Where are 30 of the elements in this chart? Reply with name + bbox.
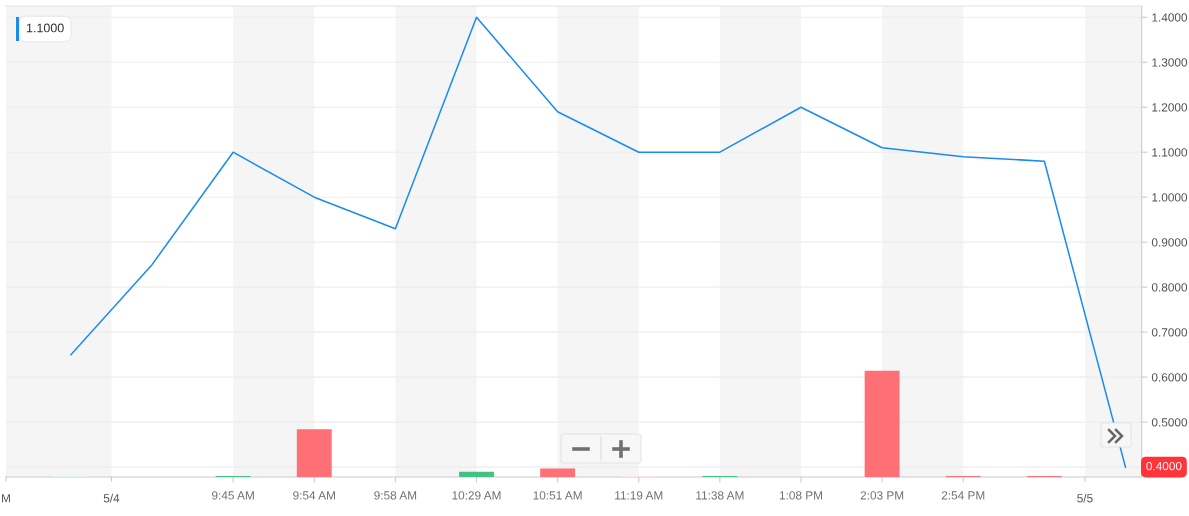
x-tick-label: 2:54 PM <box>941 491 985 500</box>
x-tick-label: 9:45 AM <box>212 491 254 500</box>
y-tick-label: 0.9000 <box>1151 238 1188 247</box>
text: 0.4000 <box>1146 461 1182 471</box>
text: 5/4 <box>103 493 120 503</box>
text: 5/5 <box>1077 493 1093 503</box>
y-tick-label: 0.7000 <box>1151 328 1188 337</box>
bar <box>864 370 900 477</box>
line-series <box>70 16 1127 468</box>
annotation: 1.1000 <box>26 23 64 33</box>
y-tick-label: 1.2000 <box>1152 103 1188 112</box>
x-tick-label: 10:51 AM <box>533 491 582 500</box>
x-tick-label: 9:54 AM <box>293 491 335 500</box>
y-tick-label: 1.0000 <box>1152 193 1188 202</box>
bar <box>296 429 332 477</box>
y-tick-label: 1.1000 <box>1152 148 1188 157</box>
y-tick-label: 0.5000 <box>1151 418 1188 427</box>
x-tick-label: 9:58 AM <box>374 491 417 500</box>
x-tick-label: 11:38 AM <box>696 491 744 500</box>
bar <box>459 471 494 477</box>
x-tick-label: 2:03 PM <box>860 491 904 500</box>
y-tick-label: 1.4000 <box>1152 13 1188 22</box>
x-tick-label: 11:19 AM <box>615 491 663 500</box>
y-tick-label: 1.3000 <box>1152 58 1188 67</box>
bar <box>540 468 576 477</box>
y-tick-label: 0.6000 <box>1151 373 1188 382</box>
x-tick-label: 1:08 PM <box>779 491 823 500</box>
x-tick-label: 10:29 AM <box>452 491 501 500</box>
y-tick-label: 0.8000 <box>1151 283 1188 292</box>
text: M <box>2 494 10 503</box>
